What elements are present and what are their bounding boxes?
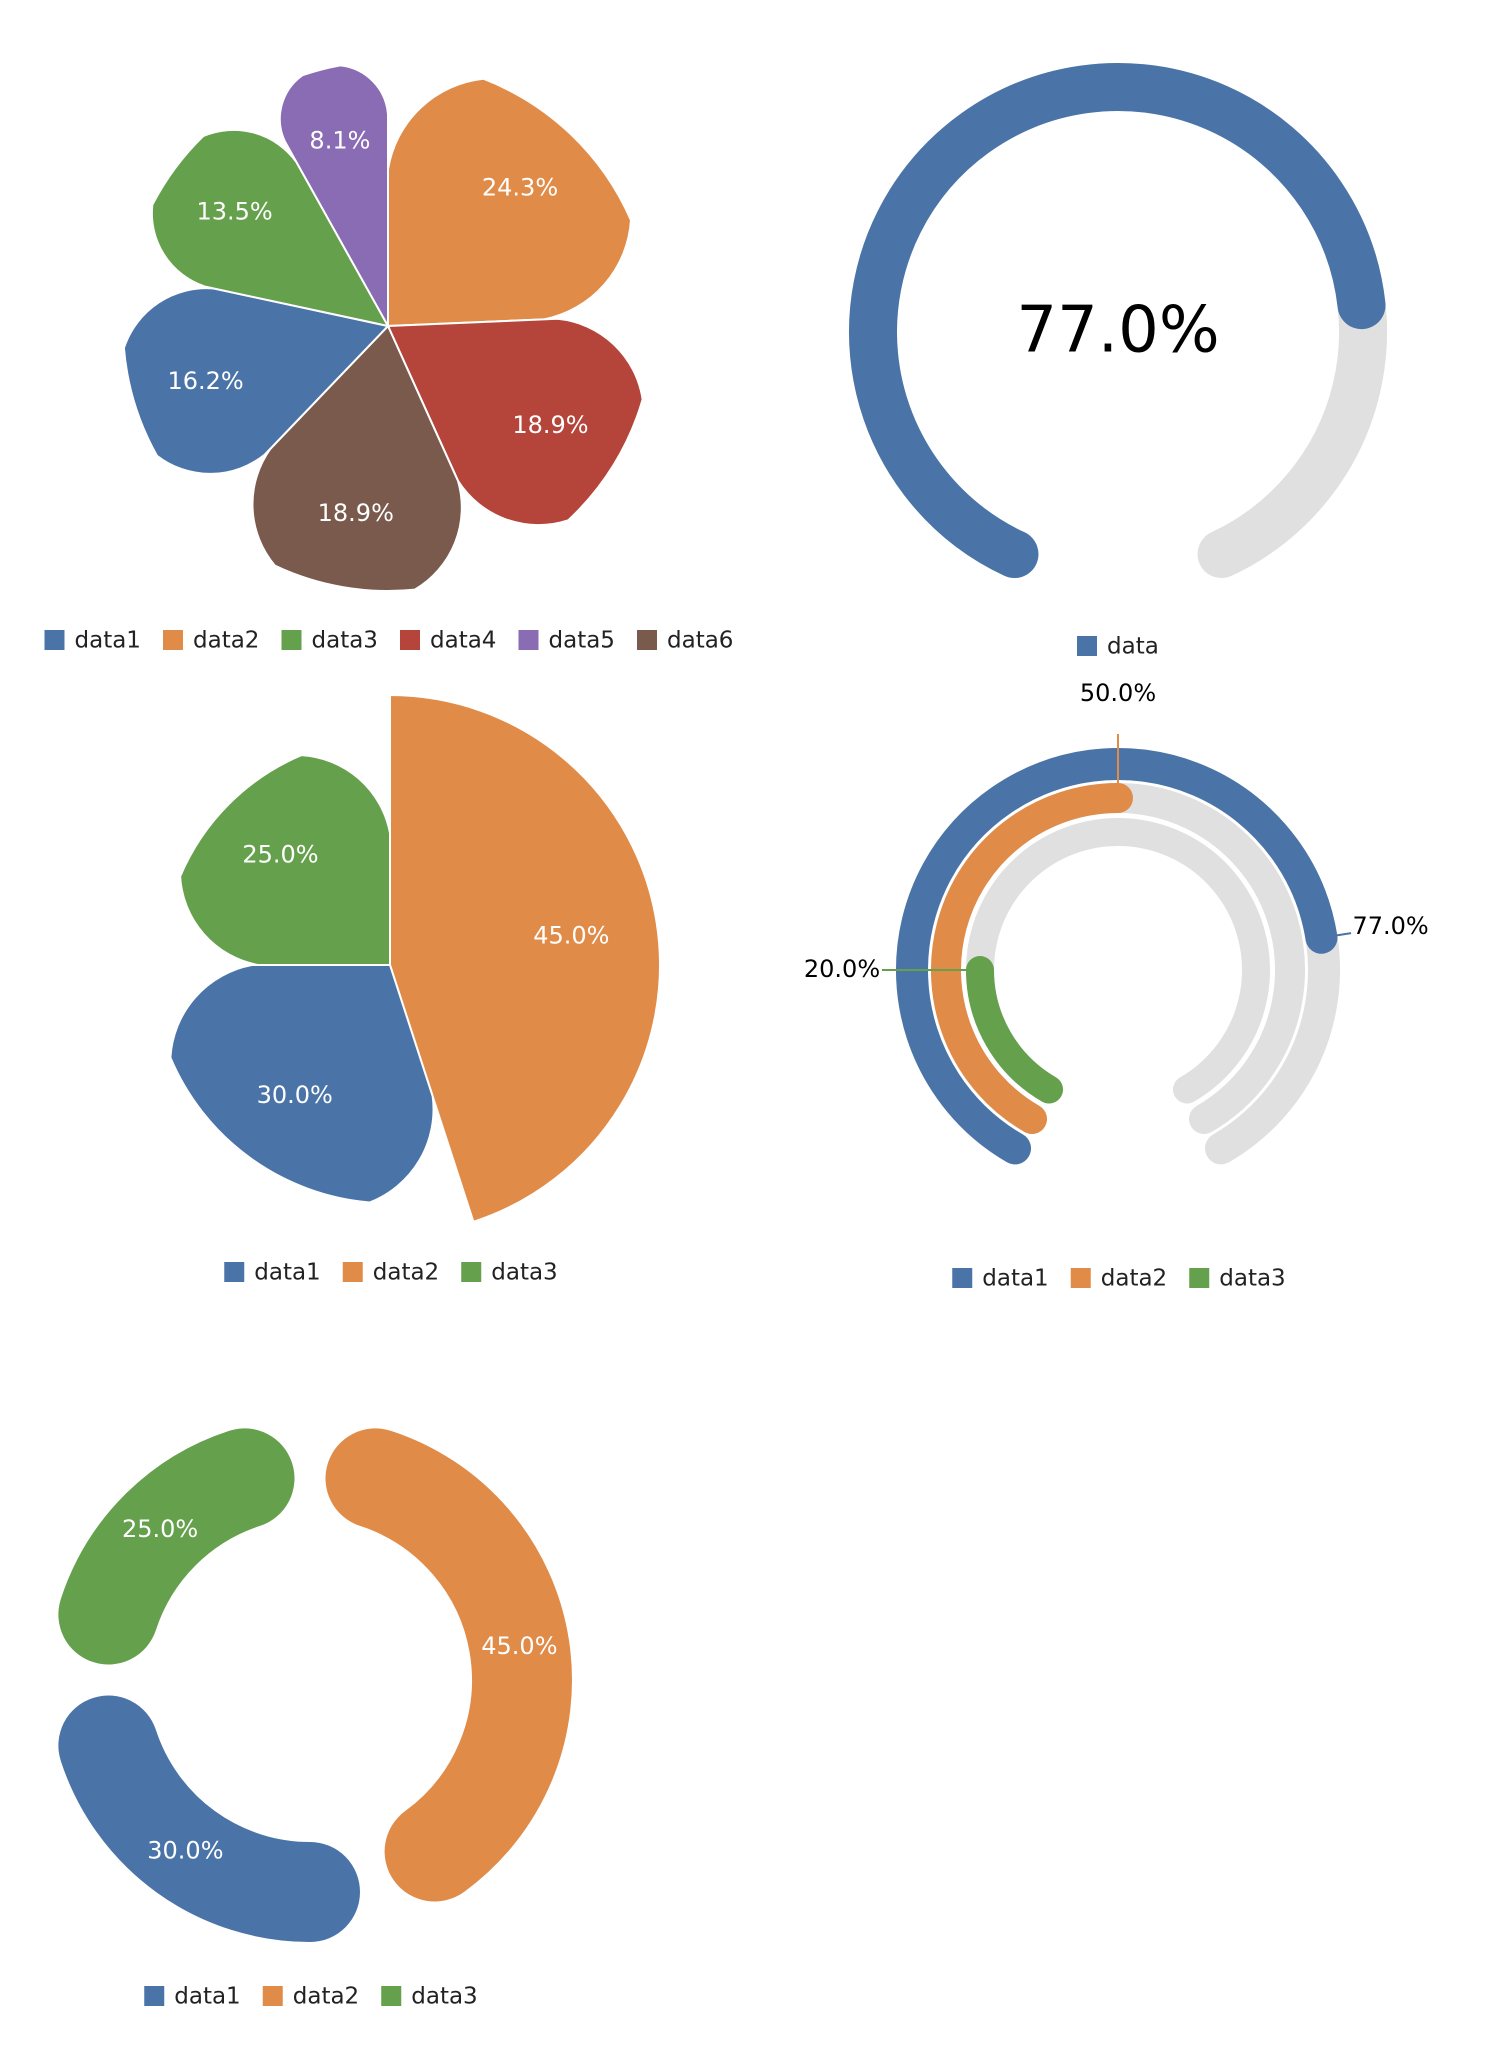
legend-swatch-data2 xyxy=(262,1986,283,2006)
slice-data2 xyxy=(387,77,632,328)
legend-label-data2: data2 xyxy=(193,628,259,654)
donut-segment-data1 xyxy=(58,1695,360,1942)
slice-label-data1: 30.0% xyxy=(257,1081,333,1109)
legend-label-data: data xyxy=(1107,634,1159,660)
slice-data4 xyxy=(386,317,644,527)
legend-label-data1: data1 xyxy=(174,1984,240,2010)
slice-label-data1: 16.2% xyxy=(167,367,243,395)
gauge-value-arc xyxy=(849,63,1386,579)
ring-value-data2 xyxy=(931,783,1133,1134)
legend-label-data2: data2 xyxy=(293,1984,359,2010)
donut-label-data2: 45.0% xyxy=(481,1632,557,1660)
legend-swatch-data1 xyxy=(952,1268,973,1288)
legend-label-data3: data3 xyxy=(312,628,378,654)
slice-label-data5: 8.1% xyxy=(309,126,370,154)
slice-data6 xyxy=(251,324,463,593)
ring-label-data1: 77.0% xyxy=(1352,912,1428,940)
legend-swatch-data2 xyxy=(342,1262,363,1282)
slice-data3 xyxy=(179,754,391,966)
legend-label-data1: data1 xyxy=(982,1266,1048,1292)
slice-data2 xyxy=(389,693,662,1224)
donut-label-data3: 25.0% xyxy=(122,1515,198,1543)
legend-swatch-data1 xyxy=(224,1262,245,1282)
ring-value-data1 xyxy=(896,748,1338,1165)
legend-label-data4: data4 xyxy=(430,628,496,654)
slice-data5 xyxy=(278,64,389,330)
gauge-value-label: 77.0% xyxy=(1016,294,1219,368)
legend-label-data3: data3 xyxy=(1219,1266,1285,1292)
ring-value-data3 xyxy=(966,956,1063,1104)
legend-swatch-data1 xyxy=(44,630,65,650)
legend-swatch-data2 xyxy=(1070,1268,1091,1288)
slice-data1 xyxy=(169,964,435,1204)
rounded-donut-chart: 45.0% 30.0% 25.0% data1 data2 data3 xyxy=(58,1428,572,2010)
ring-label-data2: 50.0% xyxy=(1080,679,1156,707)
legend-swatch-data5 xyxy=(518,630,539,650)
legend-swatch-data xyxy=(1077,636,1097,656)
legend-swatch-data1 xyxy=(144,1986,165,2006)
legend-label-data1: data1 xyxy=(75,628,141,654)
radius-petal-pie-chart: 45.0% 30.0% 25.0% data1 data2 data3 xyxy=(169,693,662,1286)
slice-label-data3: 25.0% xyxy=(242,840,318,868)
slice-data1 xyxy=(122,287,390,475)
donut-segment-data3 xyxy=(58,1428,295,1665)
legend-swatch-data4 xyxy=(400,630,420,650)
legend-swatch-data2 xyxy=(163,630,183,650)
multi-ring-gauge-chart: 77.0% 50.0% 20.0% data1 data2 data3 xyxy=(804,679,1429,1292)
slice-label-data6: 18.9% xyxy=(318,499,394,527)
legend-label-data5: data5 xyxy=(549,628,615,654)
slice-label-data2: 45.0% xyxy=(533,921,609,949)
slice-label-data4: 18.9% xyxy=(512,411,588,439)
legend-swatch-data3 xyxy=(281,630,302,650)
single-gauge-chart: 77.0% data xyxy=(849,63,1387,660)
legend-swatch-data3 xyxy=(381,1986,402,2006)
legend-label-data2: data2 xyxy=(1101,1266,1167,1292)
legend-swatch-data3 xyxy=(461,1262,482,1282)
ring-label-data3: 20.0% xyxy=(804,955,880,983)
ring-leader-data1 xyxy=(1305,932,1352,942)
legend-label-data1: data1 xyxy=(254,1260,320,1286)
legend-swatch-data6 xyxy=(637,630,657,650)
donut-label-data1: 30.0% xyxy=(147,1837,223,1865)
petal-pie-chart: 24.3% 18.9% 18.9% 16.2% 13.5% 8.1% data1 data2 d… xyxy=(44,64,733,654)
slice-data3 xyxy=(150,128,390,328)
legend-swatch-data3 xyxy=(1189,1268,1210,1288)
legend-label-data3: data3 xyxy=(491,1260,557,1286)
legend-label-data6: data6 xyxy=(667,628,733,654)
legend-label-data3: data3 xyxy=(411,1984,477,2010)
slice-label-data2: 24.3% xyxy=(482,173,558,201)
donut-segment-data2 xyxy=(325,1428,572,1902)
legend-label-data2: data2 xyxy=(373,1260,439,1286)
slice-label-data3: 13.5% xyxy=(196,198,272,226)
